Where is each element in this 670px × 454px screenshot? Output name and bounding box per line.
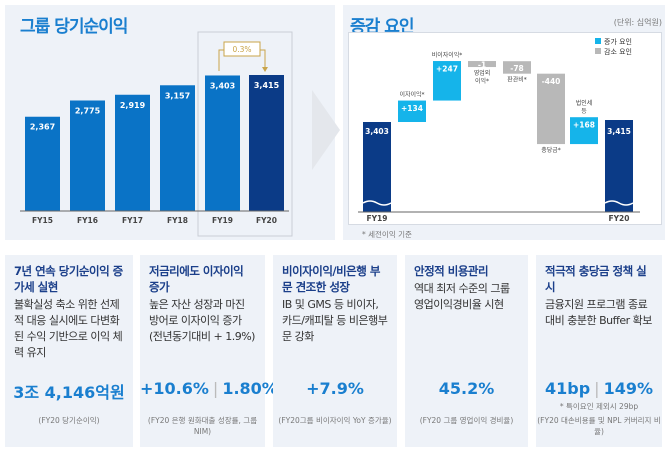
bar-FY16 — [70, 100, 105, 211]
legend-swatch-decrease — [595, 48, 601, 54]
bar-FY15 — [25, 116, 60, 211]
net-income-title: 그룹 당기순이익 — [20, 17, 128, 37]
bar-FY17 — [115, 94, 150, 211]
card-caption: (FY20 대손비용률 및 NPL 커버리지 비율) — [537, 416, 661, 436]
step-name-label: 비이자이익* — [432, 51, 463, 59]
x-tick-label: FY20 — [256, 216, 277, 225]
x-tick-label: FY16 — [77, 216, 98, 225]
card-body: 금융지원 프로그램 종료 대비 충분한 Buffer 확보 — [545, 298, 652, 327]
step-bar — [537, 73, 565, 145]
step-bar — [468, 61, 496, 68]
growth-arrow-right — [260, 49, 266, 68]
axis-break-icon — [604, 200, 634, 206]
step-name-label: 판관비* — [507, 76, 527, 84]
card-value-primary: +10.6% — [140, 379, 209, 398]
bar-value-label: 3,403 — [365, 127, 389, 136]
card-body: 역대 최저 수준의 그룹 영업이익경비율 시현 — [414, 282, 510, 311]
step-name-label: 이익* — [475, 77, 489, 85]
card-title: 비이자이익/비은행 부문 견조한 성장 — [282, 264, 380, 294]
card-value-primary: 41bp — [545, 379, 591, 398]
step-value-label: +168 — [573, 121, 595, 130]
x-tick-label: FY19 — [367, 214, 388, 223]
footnote: * 세전이익 기준 — [362, 230, 412, 239]
arrow-shape — [312, 90, 340, 170]
card-title: 적극적 충당금 정책 실시 — [545, 264, 647, 294]
divider: | — [594, 379, 600, 398]
summary-card: 적극적 충당금 정책 실시 금융지원 프로그램 종료 대비 충분한 Buffer… — [536, 255, 662, 447]
legend-swatch-increase — [595, 38, 601, 44]
divider: | — [212, 379, 219, 398]
growth-arrow-left — [218, 49, 224, 71]
card-caption: (FY20 그룹 영업이익 경비율) — [419, 416, 514, 425]
card-body: 불확실성 축소 위한 선제적 대응 실시에도 다변화된 수익 기반으로 이익 체… — [14, 298, 123, 359]
net-income-bar-chart: 2,367 FY15 2,775 FY16 2,919 FY17 3,157 FY18 3,40… — [20, 31, 293, 237]
card-title: 안정적 비용관리 — [414, 264, 489, 278]
bar-FY20 — [605, 120, 633, 212]
legend-label: 감소 요인 — [604, 47, 632, 56]
summary-card: 저금리에도 이자이익 증가 높은 자산 성장과 마진 방어로 이자이익 증가 (… — [140, 255, 278, 447]
card-value-primary: +7.9% — [306, 379, 364, 398]
step-value-label: +247 — [436, 65, 458, 74]
step-value-label: -1 — [478, 61, 486, 70]
card-caption: (FY20 당기순이익) — [38, 416, 100, 425]
card-caption: (FY20그룹 비이자이익 YoY 증가율) — [278, 416, 392, 425]
step-bar — [433, 61, 461, 101]
card-title: 7년 연속 당기순이익 증가세 실현 — [14, 264, 123, 294]
bar-value-label: 2,775 — [75, 106, 101, 115]
bar-value-label: 3,403 — [210, 81, 235, 90]
summary-card: 7년 연속 당기순이익 증가세 실현 불확실성 축소 위한 선제적 대응 실시에… — [5, 255, 133, 447]
growth-badge — [223, 41, 261, 57]
step-bar — [503, 61, 531, 74]
axis-break-icon — [362, 200, 392, 206]
bar-value-label: 2,919 — [120, 101, 146, 110]
bar-FY19 — [363, 122, 391, 212]
bar-FY20 — [249, 75, 284, 211]
card-value-secondary: 149% — [603, 379, 653, 398]
card-value: 3조 4,146억원 — [5, 379, 133, 403]
x-tick-label: FY17 — [122, 216, 143, 225]
step-name-label: 등 — [581, 108, 587, 115]
card-value: 45.2% — [405, 379, 528, 398]
x-tick-label: FY15 — [32, 216, 53, 225]
bar-value-label: 2,367 — [30, 123, 55, 132]
card-value: +7.9% — [273, 379, 397, 398]
card-caption: (FY20 은행 원화대출 성장률, 그룹NIM) — [147, 416, 258, 436]
card-body: IB 및 GMS 등 비이자, 카드/캐피탈 등 비은행부문 강화 — [282, 298, 388, 343]
bar-value-label: 3,157 — [165, 91, 190, 100]
card-value-secondary: 1.80% — [222, 379, 278, 398]
bar-FY18 — [160, 85, 195, 211]
x-tick-label: FY18 — [167, 216, 188, 225]
step-value-label: -440 — [542, 77, 561, 86]
card-value-primary: 45.2% — [438, 379, 495, 398]
card-value: 41bp | 149% — [536, 379, 662, 398]
step-name-label: 법인세 — [576, 99, 593, 107]
step-bar — [570, 117, 598, 145]
x-tick-label: FY19 — [212, 216, 233, 225]
growth-label: 0.3% — [232, 45, 251, 54]
step-name-label: 충당금* — [541, 146, 561, 154]
x-tick-label: FY20 — [609, 214, 630, 223]
card-body: 높은 자산 성장과 마진 방어로 이자이익 증가 (전년동기대비 + 1.9%) — [149, 298, 255, 343]
bar-FY19 — [205, 75, 240, 211]
card-title: 저금리에도 이자이익 증가 — [149, 264, 244, 294]
summary-card: 비이자이익/비은행 부문 견조한 성장 IB 및 GMS 등 비이자, 카드/캐… — [273, 255, 397, 447]
legend-label: 증가 요인 — [604, 37, 632, 46]
summary-card: 안정적 비용관리 역대 최저 수준의 그룹 영업이익경비율 시현 45.2% (… — [405, 255, 528, 447]
step-name-label: 영업외 — [474, 69, 491, 77]
step-bar — [398, 100, 426, 122]
step-name-label: 이자이익* — [399, 91, 424, 99]
card-value: +10.6% | 1.80% — [140, 379, 278, 398]
unit-label: (단위: 십억원) — [613, 18, 662, 27]
bar-value-label: 3,415 — [607, 127, 631, 136]
card-note: * 특이요인 제외시 29bp — [559, 402, 639, 411]
card-value-primary: 3조 4,146억원 — [13, 383, 125, 402]
growth-arrowhead — [262, 67, 268, 72]
step-value-label: +134 — [401, 104, 423, 113]
highlight-box — [197, 31, 293, 237]
bar-value-label: 3,415 — [254, 81, 280, 90]
step-value-label: -78 — [510, 64, 524, 73]
